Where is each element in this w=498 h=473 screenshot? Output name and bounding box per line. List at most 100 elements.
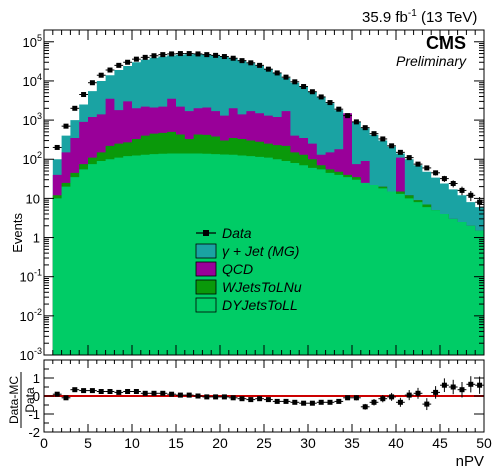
ratio-point [54,391,60,397]
ratio-point [477,382,483,388]
main-plot-panel: 10-3 10-2 10-1 1 10 102 103 104 105 Events [10,29,485,363]
y-tick-label: 10 [26,191,40,206]
y-tick-label: 1 [33,231,40,246]
data-point [345,113,351,119]
data-point [468,192,474,198]
main-x-ticks [43,30,485,355]
ratio-point [125,389,131,394]
ratio-point [230,395,236,401]
ratio-point [89,388,95,394]
legend-item-gamma-jet: γ + Jet (MG) [195,243,299,259]
ratio-ylabel-numerator: Data-MC [7,376,21,424]
data-point [63,123,69,129]
data-point [204,52,210,58]
legend-swatch-gamma-jet [195,243,217,259]
data-point [336,106,342,112]
data-point [169,51,175,57]
ratio-point [248,397,254,403]
ratio-point [98,389,104,394]
ratio-point [292,399,298,405]
legend-data-marker [203,230,209,236]
ratio-point [204,394,210,400]
ratio-point [353,395,359,401]
data-point [195,51,201,57]
ratio-y-tick-label: 0 [33,389,40,404]
y-tick-label: 104 [23,72,42,89]
ratio-point [133,389,139,394]
hist-dyjets [52,153,485,355]
ratio-point [274,398,280,404]
data-point [107,67,113,73]
data-point [257,62,263,68]
ratio-point [309,400,315,406]
ratio-point [177,392,183,398]
legend-item-qcd: QCD [195,261,253,277]
ratio-point [327,399,333,405]
x-tick-label: 40 [388,435,404,451]
y-tick-label: 103 [23,111,42,128]
ratio-point [450,384,456,390]
ratio-plot-panel: -2-101 0 5 10 15 20 25 30 35 40 45 50 Data-MC Data… [7,359,492,470]
data-point [424,165,430,171]
ratio-y-tick-label: 1 [33,371,40,386]
ratio-point [336,398,342,404]
y-tick-label: 10-1 [20,268,42,285]
data-point [221,54,227,60]
data-point [133,56,139,62]
ratio-point [318,399,324,405]
data-point [397,149,403,155]
data-point [177,51,183,57]
x-tick-label: 35 [344,435,360,451]
legend-swatch-qcd [195,261,217,277]
data-point [213,52,219,58]
x-tick-label: 50 [476,435,492,451]
data-point [301,84,307,90]
ratio-point [301,400,307,406]
data-point [362,125,368,131]
ratio-point [362,404,368,410]
ratio-point [441,382,447,388]
experiment-label: CMS [426,33,466,53]
data-point [142,54,148,60]
data-point [283,74,289,80]
data-point [380,136,386,142]
data-point [389,143,395,149]
data-point [186,51,192,57]
data-point [81,92,87,98]
data-point [318,94,324,100]
ratio-point [195,393,201,399]
data-point [160,52,166,58]
ratio-point [81,388,87,394]
ratio-point [257,396,263,402]
data-point [406,155,412,161]
data-point [265,66,271,72]
ratio-point [345,395,351,401]
x-tick-label: 45 [432,435,448,451]
ratio-y-tick-label: -1 [28,407,40,422]
ratio-point [63,395,69,401]
x-tick-label: 15 [168,435,184,451]
data-point [327,100,333,106]
data-point [230,55,236,61]
ratio-point [265,397,271,403]
ratio-point [371,399,377,405]
data-point [459,187,465,193]
data-point [248,60,254,66]
ratio-point [72,387,78,393]
y-tick-label: 10-3 [20,346,42,363]
x-axis-title: nPV [456,453,484,470]
data-point [450,181,456,187]
ratio-ylabel-denominator: Data [23,387,37,413]
x-tick-label: 30 [300,435,316,451]
y-tick-label: 10-2 [20,307,42,324]
data-point [89,80,95,86]
y-tick-label: 102 [23,150,42,167]
x-tick-label: 25 [256,435,272,451]
x-tick-label: 0 [40,435,48,451]
ratio-point [468,381,474,387]
data-point [125,59,131,65]
ratio-point [142,390,148,396]
luminosity-label: 35.9 fb-1 (13 TeV) [362,8,477,26]
ratio-point [406,392,412,398]
